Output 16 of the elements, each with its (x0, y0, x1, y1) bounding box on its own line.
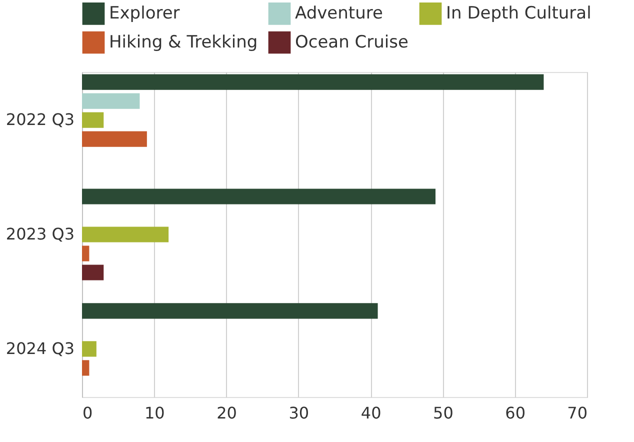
x-tick-label: 30 (288, 404, 310, 422)
x-tick-label: 50 (433, 404, 454, 422)
legend-label: Adventure (295, 4, 383, 24)
y-tick-label: 2022 Q3 (6, 110, 74, 130)
legend-label: Hiking & Trekking (109, 32, 258, 52)
x-tick-label: 60 (505, 404, 526, 422)
x-tick-label: 20 (216, 404, 237, 422)
legend-label: In Depth Cultural (446, 4, 592, 24)
x-tick-label: 40 (360, 404, 382, 422)
x-tick-label: 0 (82, 404, 93, 422)
legend-label: Explorer (109, 4, 180, 24)
y-tick-label: 2024 Q3 (6, 338, 74, 358)
x-tick-label: 70 (567, 404, 588, 422)
legend-label: Ocean Cruise (295, 32, 408, 52)
x-tick-label: 10 (144, 404, 165, 422)
y-tick-label: 2023 Q3 (6, 224, 74, 244)
